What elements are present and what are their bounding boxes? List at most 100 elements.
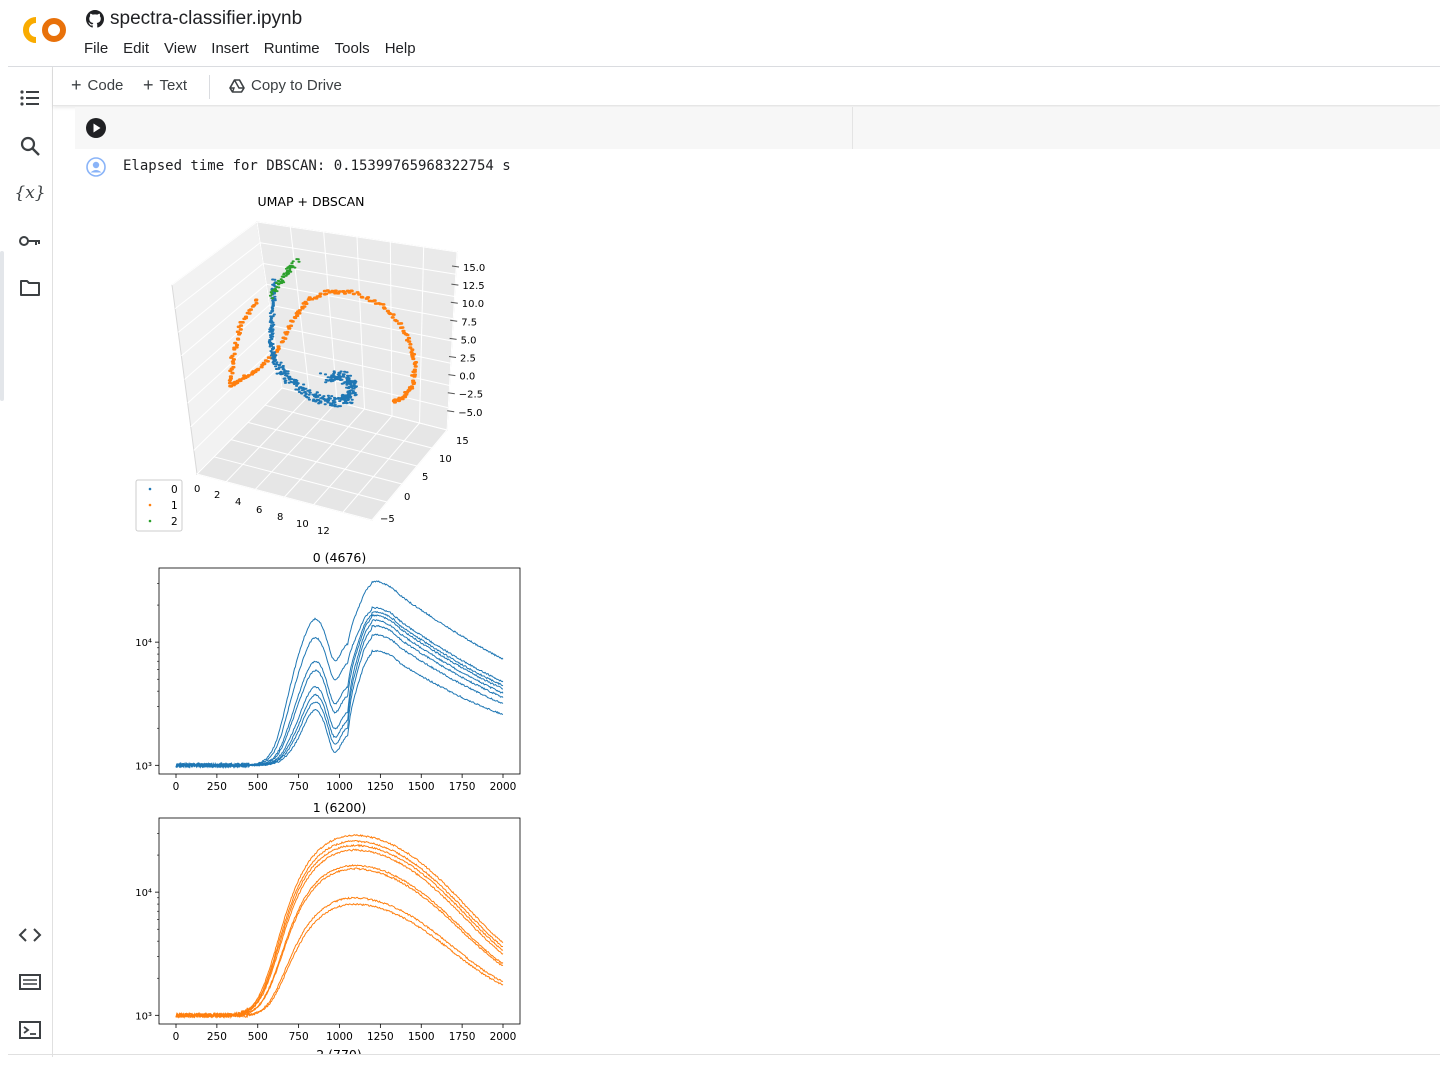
y-tick-label: −5: [380, 514, 395, 525]
z-tick: [451, 265, 460, 268]
y-tick-label: 5: [422, 472, 428, 483]
grid-line: [284, 408, 365, 498]
variables-icon[interactable]: {𝑥}: [14, 183, 46, 203]
legend-label: 1: [171, 500, 178, 512]
menu-runtime[interactable]: Runtime: [263, 40, 320, 57]
cluster-2-spectra-chart: 2 (770): [316, 1047, 362, 1054]
grid-line: [272, 325, 451, 364]
menu-view[interactable]: View: [164, 40, 197, 57]
y-tick-label: 0: [404, 492, 410, 503]
x-tick-label: 1000: [326, 1031, 353, 1043]
output-figure: UMAP + DBSCAN 15.0 12.5 10.0 7.5 5.0 2.5 0.0 −2.…: [135, 194, 521, 1054]
grid-line: [263, 263, 455, 297]
z-tick-label: 5.0: [461, 335, 477, 346]
grid-line: [275, 346, 450, 386]
menu-file[interactable]: File: [84, 40, 109, 57]
grid-line: [225, 394, 310, 483]
grid-line: [174, 242, 261, 310]
cluster-2-points: [268, 258, 301, 300]
x-tick-label: 0: [173, 1031, 180, 1043]
legend-label: 2: [171, 516, 178, 528]
grid-line: [266, 283, 454, 320]
grid-line: [177, 263, 264, 333]
x-tick-label: 750: [289, 1031, 309, 1043]
z-tick-label: 2.5: [460, 354, 476, 365]
toolbar-divider: [209, 75, 210, 99]
table-of-contents-icon[interactable]: [18, 86, 42, 110]
grid-line: [278, 366, 449, 409]
x-tick-label: 1000: [326, 781, 353, 793]
plus-icon: +: [71, 75, 82, 95]
key-icon[interactable]: [18, 229, 42, 253]
legend-label: 0: [171, 484, 178, 496]
spectrum-line: [176, 649, 504, 769]
y-tick-label: 10: [439, 454, 452, 465]
run-cell-button[interactable]: [86, 118, 106, 138]
search-icon[interactable]: [18, 134, 42, 158]
x-tick-label: 4: [235, 497, 241, 508]
cluster-0-spectra-chart: 0 (4676) 0 250 500 750 1000 1250 1500 1750 2000 10…: [135, 550, 521, 793]
z-tick: [450, 301, 458, 304]
x-tick-label: 2000: [490, 781, 517, 793]
y-tick-label: 15: [456, 436, 469, 447]
menu-edit[interactable]: Edit: [123, 40, 150, 57]
legend-marker-2: [148, 519, 152, 523]
z-tick-label: −5.0: [458, 408, 482, 419]
z-tick: [449, 337, 457, 340]
top-divider: [8, 66, 1440, 67]
grid-line: [342, 422, 420, 513]
z-tick: [447, 392, 455, 395]
grid-line: [256, 221, 458, 253]
x-tick-label: 6: [256, 505, 262, 516]
cluster-1-points: [227, 289, 419, 404]
grid-line: [371, 429, 448, 521]
z-tick-label: 10.0: [462, 299, 484, 310]
add-text-button[interactable]: + Text: [143, 76, 188, 94]
x-tick-label: 1250: [367, 781, 394, 793]
z-tick: [447, 410, 455, 413]
x-tick-label: 1250: [367, 1031, 394, 1043]
x-tick-label: 250: [207, 781, 227, 793]
code-cell-collapsed[interactable]: [75, 107, 1440, 149]
sidebar-scroll-indicator: [0, 251, 4, 401]
legend-marker-1: [148, 503, 152, 507]
copy-to-drive-button[interactable]: Copy to Drive: [229, 77, 342, 94]
grid-line: [171, 221, 258, 286]
y-tick-label: 10³: [135, 1011, 152, 1022]
cluster-1-spectra-chart: 1 (6200) 0 250 500 750 1000 1250 1500 1750 2000 10…: [135, 800, 521, 1043]
grid-line: [187, 325, 273, 404]
menu-help[interactable]: Help: [384, 40, 416, 57]
x-tick-label: 500: [248, 1031, 268, 1043]
z-tick: [448, 356, 457, 358]
folder-icon[interactable]: [18, 276, 42, 300]
chart-title: 0 (4676): [313, 550, 367, 565]
menu-tools[interactable]: Tools: [334, 40, 370, 57]
terminal-icon[interactable]: [18, 1018, 42, 1042]
left-sidebar: {𝑥}: [0, 67, 53, 1057]
grid-line: [193, 366, 280, 451]
x-tick-label: 8: [277, 512, 283, 523]
menu-insert[interactable]: Insert: [211, 40, 249, 57]
colab-logo-icon[interactable]: [22, 14, 70, 46]
bottom-divider: [8, 1054, 1440, 1055]
add-text-label: Text: [159, 77, 188, 94]
z-tick: [448, 374, 456, 377]
add-code-button[interactable]: + Code: [71, 75, 124, 95]
umap-dbscan-3d-chart: UMAP + DBSCAN 15.0 12.5 10.0 7.5 5.0 2.5 0.0 −2.…: [135, 194, 485, 537]
grid-line: [313, 415, 393, 505]
x-tick-label: 500: [248, 781, 268, 793]
elapsed-time-output: Elapsed time for DBSCAN: 0.1539976596832…: [123, 158, 511, 174]
grid-line: [184, 304, 270, 380]
grid-line: [247, 421, 418, 467]
top-bar: spectra-classifier.ipynb File Edit View …: [0, 0, 1440, 66]
menu-bar: File Edit View Insert Runtime Tools Help: [84, 40, 431, 57]
grid-line: [260, 242, 456, 275]
add-code-label: Code: [87, 77, 124, 94]
notebook-title[interactable]: spectra-classifier.ipynb: [110, 8, 303, 29]
z-tick: [451, 283, 459, 286]
grid-line: [190, 346, 277, 428]
z-tick-label: −2.5: [459, 390, 483, 401]
code-snippets-icon[interactable]: [18, 923, 42, 947]
command-palette-icon[interactable]: [18, 970, 42, 994]
y-tick-label: 10⁴: [135, 638, 152, 649]
